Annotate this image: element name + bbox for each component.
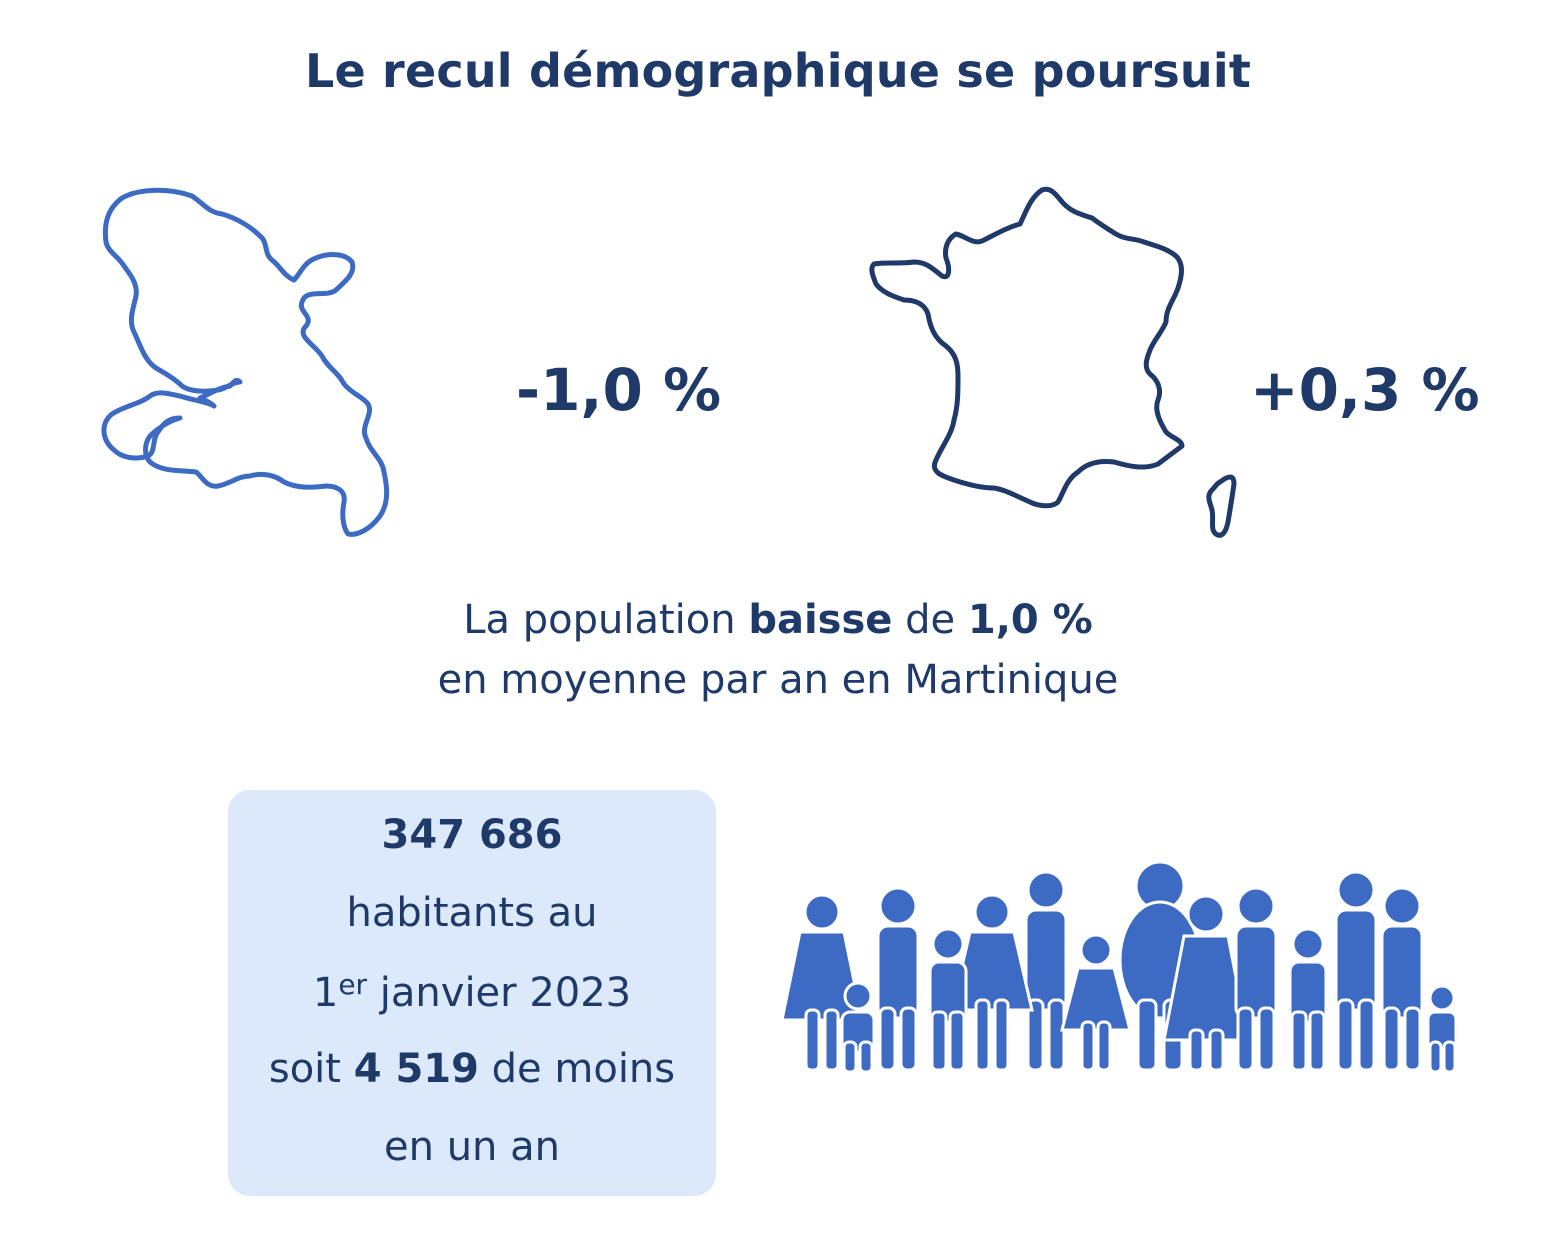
person-icon [928, 927, 968, 1072]
summary-line-2: en moyenne par an en Martinique [437, 657, 1119, 703]
person-icon [1334, 870, 1378, 1072]
population-period: en un an [384, 1124, 560, 1170]
person-icon [1288, 927, 1328, 1072]
france-map-icon [869, 186, 1237, 538]
crowd-icon [780, 860, 1458, 1074]
martinique-map-icon [101, 187, 390, 537]
population-value: 347 686 [381, 812, 563, 858]
summary-rate: 1,0 % [967, 597, 1093, 643]
person-icon [1426, 984, 1458, 1074]
person-icon [950, 893, 1034, 1072]
population-box: 347 686 habitants au 1er janvier 2023 so… [228, 790, 716, 1196]
france-outline [869, 186, 1185, 509]
person-icon [876, 886, 920, 1072]
page-title: Le recul démographique se poursuit [304, 44, 1252, 98]
date-day-suffix: er [338, 968, 368, 1001]
population-date: 1er janvier 2023 [228, 968, 716, 1016]
person-icon [1380, 886, 1424, 1072]
france-change: +0,3 % [1250, 356, 1480, 424]
person-icon [1162, 894, 1250, 1072]
delta-suffix: de moins [478, 1046, 676, 1092]
corsica-outline [1206, 474, 1237, 538]
population-delta: soit 4 519 de moins [228, 1046, 716, 1092]
person-icon [840, 981, 876, 1074]
summary-prefix: La population [463, 597, 749, 643]
martinique-outline [101, 187, 390, 537]
date-day: 1 [312, 970, 339, 1016]
date-rest: janvier 2023 [367, 970, 632, 1016]
martinique-change: -1,0 % [516, 356, 722, 424]
population-label: habitants au [346, 890, 598, 936]
summary-verb: baisse [748, 597, 893, 643]
summary-middle: de [892, 597, 968, 643]
person-icon [1024, 870, 1068, 1072]
delta-value: 4 519 [353, 1046, 479, 1092]
person-icon [1060, 933, 1132, 1072]
delta-prefix: soit [268, 1046, 354, 1092]
summary-text: La population baisse de 1,0 % en moyenne… [0, 590, 1556, 710]
summary-line-1: La population baisse de 1,0 % [0, 590, 1556, 650]
person-icon [1234, 886, 1278, 1072]
